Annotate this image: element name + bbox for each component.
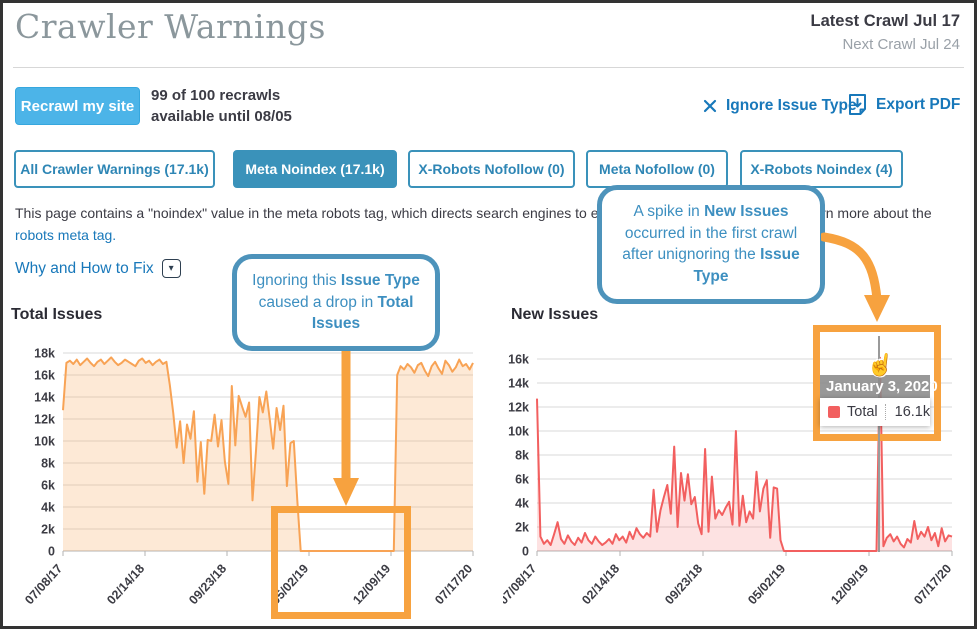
cursor-hand-icon: ☝ [865,350,897,379]
svg-text:0: 0 [522,545,529,559]
svg-text:16k: 16k [34,369,55,383]
svg-text:09/23/18: 09/23/18 [662,562,705,608]
text-segment: New Issues [704,203,789,220]
svg-text:12/09/19: 12/09/19 [828,562,871,608]
tooltip-series-label: Total [847,404,878,420]
arrow-curved-icon [821,232,890,322]
recrawl-quota-text: 99 of 100 recrawls available until 08/05 [151,86,292,127]
callout-new-spike: A spike in New Issues occurred in the fi… [597,185,825,304]
svg-text:09/23/18: 09/23/18 [186,562,229,608]
svg-text:6k: 6k [515,473,529,487]
total-issues-chart-title: Total Issues [11,306,103,323]
tab-meta-nofollow[interactable]: Meta Nofollow (0) [586,150,728,188]
latest-crawl-label: Latest Crawl Jul 17 [810,12,960,30]
svg-text:07/08/17: 07/08/17 [22,562,65,608]
svg-text:12k: 12k [508,401,529,415]
text-segment: caused a drop in [258,293,378,311]
why-how-to-fix-row: Why and How to Fix ▾ [15,259,181,278]
tooltip-date: January 3, 2020 [820,375,938,398]
svg-text:8k: 8k [41,457,55,471]
svg-text:10k: 10k [508,425,529,439]
text-segment: Total Issues [311,293,414,333]
ignore-issue-type-label: Ignore Issue Type [726,97,857,114]
svg-text:07/17/20: 07/17/20 [911,562,954,608]
close-icon [703,99,717,113]
ignore-issue-type-button[interactable]: Ignore Issue Type [703,97,857,115]
why-how-to-fix-link[interactable]: Why and How to Fix [15,259,154,277]
export-pdf-label: Export PDF [876,95,961,113]
robots-meta-tag-link[interactable]: robots meta tag. [15,227,117,244]
tab-x-robots-nofollow[interactable]: X-Robots Nofollow (0) [408,150,575,188]
recrawl-button[interactable]: Recrawl my site [15,87,140,125]
svg-text:12k: 12k [34,413,55,427]
highlight-rect-total-drop [271,506,411,619]
total-issues-chart[interactable]: 0 2k 4k 6k 8k 10k 12k 14k 16k 18k 07/08/17 02/14/18… [3,333,493,629]
svg-text:4k: 4k [515,497,529,511]
svg-text:05/02/19: 05/02/19 [745,562,788,608]
svg-text:6k: 6k [41,479,55,493]
page-title: Crawler Warnings [15,7,326,46]
text-segment: Issue Type [340,272,420,289]
recrawl-quota-line2: available until 08/05 [151,107,292,125]
svg-text:02/14/18: 02/14/18 [104,562,147,608]
svg-text:10k: 10k [34,435,55,449]
svg-text:14k: 14k [508,377,529,391]
text-segment: A spike in [633,203,705,220]
text-segment: Issue Type [693,246,800,286]
highlight-rect-new-spike [813,325,941,441]
text-segment: Ignoring this [252,272,341,289]
chart-tooltip: January 3, 2020 Total 16.1k [820,375,938,426]
svg-text:14k: 14k [34,391,55,405]
arrow-down-icon [333,351,359,506]
svg-text:18k: 18k [34,347,55,361]
svg-text:16k: 16k [508,353,529,367]
svg-text:4k: 4k [41,501,55,515]
svg-text:07/08/17: 07/08/17 [503,562,539,608]
text-segment: occurred in the first crawl after unigno… [622,224,798,264]
tooltip-body: Total 16.1k [820,398,930,426]
next-crawl-label: Next Crawl Jul 24 [842,36,960,53]
header-divider [13,67,964,68]
svg-text:0: 0 [48,545,55,559]
svg-text:8k: 8k [515,449,529,463]
svg-text:2k: 2k [515,521,529,535]
series-swatch [828,406,840,418]
tab-meta-noindex[interactable]: Meta Noindex (17.1k) [233,150,397,188]
tooltip-value: 16.1k [884,404,930,420]
tab-all-crawler-warnings[interactable]: All Crawler Warnings (17.1k) [14,150,215,188]
callout-total-drop: Ignoring this Issue Type caused a drop i… [232,254,440,352]
recrawl-quota-line1: 99 of 100 recrawls [151,87,281,104]
export-pdf-icon [849,94,866,115]
chevron-down-icon[interactable]: ▾ [161,259,181,278]
new-issues-chart-title: New Issues [511,306,599,323]
svg-text:2k: 2k [41,523,55,537]
tab-x-robots-noindex[interactable]: X-Robots Noindex (4) [740,150,903,188]
export-pdf-button[interactable]: Export PDF [848,93,960,116]
svg-text:07/17/20: 07/17/20 [432,562,475,608]
chart-crosshair-line [878,336,880,552]
svg-text:02/14/18: 02/14/18 [579,562,622,608]
